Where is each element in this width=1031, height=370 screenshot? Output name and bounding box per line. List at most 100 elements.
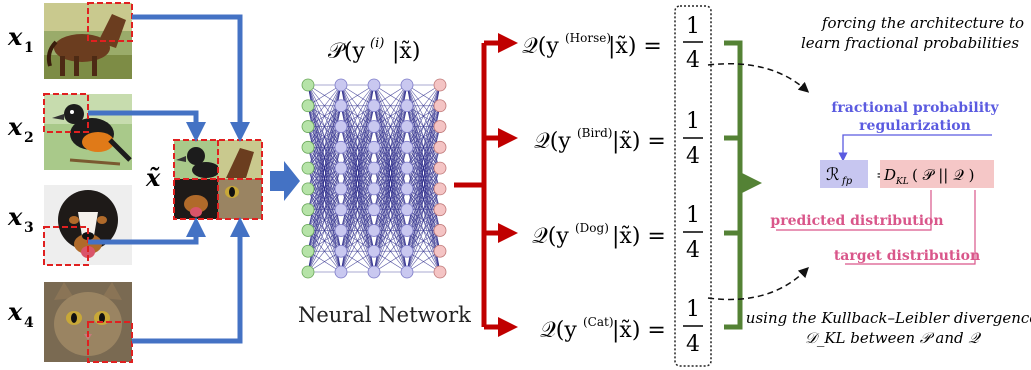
svg-text:x: x [7, 297, 23, 326]
top-dashed-arrow [707, 62, 810, 93]
svg-text:(Horse): (Horse) [565, 31, 611, 45]
svg-text:1: 1 [686, 14, 700, 39]
nn-edge [406, 84, 441, 148]
nn-node [367, 203, 381, 217]
svg-text:(Cat): (Cat) [583, 315, 614, 329]
reg-symbol-box: ℛ fp [820, 160, 868, 188]
nn-node [400, 140, 414, 154]
nn-edge [340, 250, 375, 273]
reg-pointer-line [838, 134, 992, 162]
output-dog: 𝒬(y (Dog) |x̃) = 1 4 [532, 203, 703, 263]
blue-arrows [88, 14, 250, 344]
nn-edge [307, 84, 342, 231]
neural-network [301, 78, 447, 279]
nn-edge [373, 84, 408, 148]
svg-text:( 𝒫 || 𝒬 ): ( 𝒫 || 𝒬 ) [912, 166, 974, 184]
nn-edge [406, 126, 441, 273]
nn-edge [373, 188, 408, 273]
nn-node [334, 161, 348, 175]
predicted-pointer-line [776, 190, 932, 231]
nn-edge [373, 84, 408, 252]
svg-text:KL: KL [895, 177, 909, 187]
nn-edge [406, 84, 441, 231]
nn-edge [406, 105, 441, 273]
nn-edge [307, 84, 342, 273]
nn-edge [373, 105, 408, 273]
nn-node [301, 265, 315, 279]
network-title: 𝒫(y (i) |x̃) [328, 36, 420, 64]
nn-node [301, 244, 315, 258]
nn-node [433, 161, 447, 175]
svg-text:1: 1 [24, 40, 34, 56]
svg-text:𝒬(y: 𝒬(y [522, 34, 559, 59]
nn-edge [307, 250, 342, 273]
nn-node [433, 244, 447, 258]
nn-node [400, 224, 414, 237]
input-label-x4: x 4 [7, 297, 34, 331]
nn-node [301, 224, 315, 237]
nn-edge [406, 84, 441, 252]
output-horse: 𝒬(y (Horse) |x̃) = 1 4 [522, 14, 703, 73]
predicted-label: predicted distribution [770, 213, 943, 229]
nn-edge [406, 84, 441, 107]
svg-text:4: 4 [686, 144, 700, 169]
nn-node [301, 78, 315, 92]
svg-text:1: 1 [686, 109, 700, 134]
nn-node [367, 78, 381, 92]
nn-edge [373, 168, 408, 273]
svg-text:(Bird): (Bird) [577, 126, 612, 140]
svg-text:x: x [7, 112, 23, 141]
svg-text:4: 4 [686, 332, 700, 357]
nn-node [433, 203, 447, 217]
svg-text:𝒬(y: 𝒬(y [532, 224, 569, 249]
nn-node [400, 244, 414, 258]
svg-text:𝒬(y: 𝒬(y [540, 318, 577, 343]
nn-edge [373, 84, 408, 107]
nn-node [334, 265, 348, 279]
dkl-box: D KL ( 𝒫 || 𝒬 ) [880, 160, 994, 188]
nn-node [334, 78, 348, 92]
cat-image [44, 282, 133, 363]
nn-edge [307, 84, 342, 107]
nn-node [400, 99, 414, 113]
nn-edge [406, 84, 441, 273]
nn-edge [340, 209, 375, 273]
nn-node [367, 182, 381, 196]
svg-text:1: 1 [686, 297, 700, 322]
svg-text:D: D [883, 166, 896, 184]
nn-edge [373, 84, 408, 127]
nn-node [400, 182, 414, 196]
input-label-x3: x 3 [7, 202, 34, 236]
target-label: target distribution [834, 248, 980, 264]
nn-node [301, 182, 315, 196]
dog-image [43, 185, 132, 266]
nn-edge [406, 188, 441, 273]
nn-edge [340, 84, 375, 231]
nn-node [367, 161, 381, 175]
nn-edge [406, 84, 441, 127]
nn-edge [340, 105, 375, 273]
nn-edge [340, 126, 375, 273]
nn-edge [307, 188, 342, 273]
reg-title-line1: fractional probability [831, 100, 999, 116]
nn-node [400, 78, 414, 92]
nn-edge [340, 84, 375, 252]
nn-node [433, 99, 447, 113]
svg-text:(Dog): (Dog) [575, 221, 609, 235]
nn-edge [307, 230, 342, 273]
bottom-dashed-arrow [707, 267, 809, 301]
svg-text:ℛ: ℛ [826, 165, 840, 185]
nn-edge [307, 84, 342, 189]
nn-node [367, 140, 381, 154]
nn-node [433, 120, 447, 133]
nn-edge [406, 84, 441, 189]
input-label-x1: x 1 [7, 22, 34, 56]
nn-node [400, 265, 414, 279]
nn-edge [406, 230, 441, 273]
svg-text:x: x [7, 202, 23, 231]
top-note-line2: learn fractional probabilities [801, 34, 1019, 52]
nn-edge [406, 209, 441, 273]
nn-node [433, 265, 447, 279]
nn-edge [307, 126, 342, 273]
